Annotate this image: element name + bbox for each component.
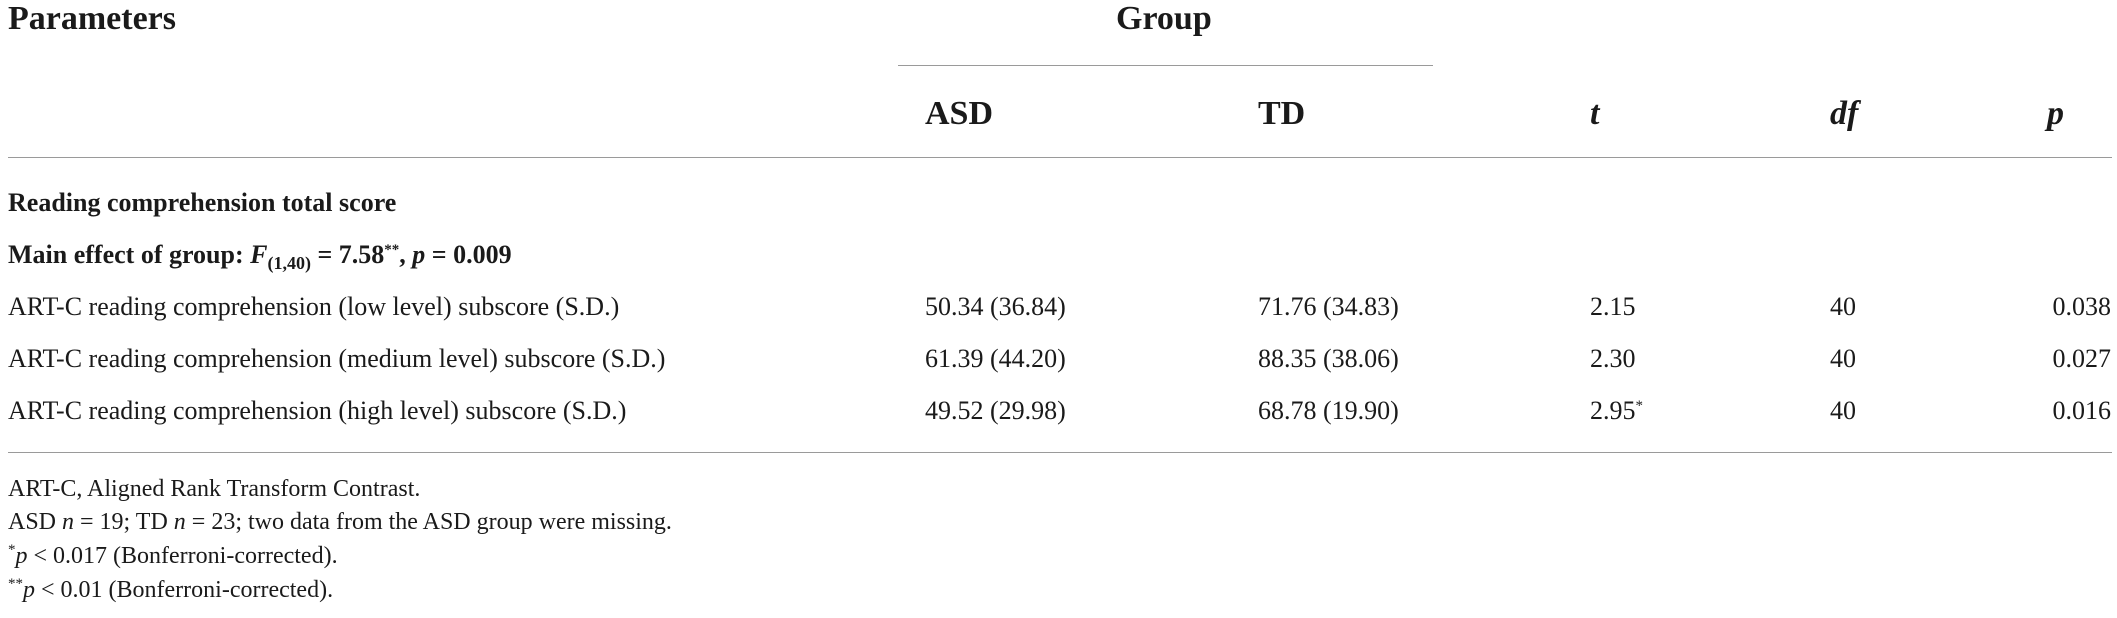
footnote-n2: n [173, 509, 186, 535]
row-3-df: 40 [1830, 396, 1856, 425]
row-3-t: 2.95* [1590, 396, 1643, 426]
group-underline [898, 65, 1433, 66]
footnote-star2-text: < 0.01 (Bonferroni-corrected). [35, 577, 334, 603]
main-effect: Main effect of group: F(1,40) = 7.58**, … [8, 240, 512, 274]
t-header: t [1590, 95, 1600, 132]
row-1-param: ART-C reading comprehension (low level) … [8, 292, 620, 321]
row-2-td: 88.35 (38.06) [1258, 344, 1399, 373]
footnote-abbrev: ART-C, Aligned Rank Transform Contrast. [8, 476, 421, 502]
f-value: = 7.58 [310, 240, 385, 269]
row-2-t-value: 2.30 [1590, 344, 1636, 373]
row-1-td: 71.76 (34.83) [1258, 292, 1399, 321]
row-1-p: 0.038 [2052, 292, 2112, 321]
table-bottom-rule [8, 452, 2112, 453]
td-header: TD [1258, 95, 1306, 132]
row-2-asd: 61.39 (44.20) [925, 344, 1066, 373]
group-header: Group [1116, 0, 1212, 37]
footnote-star2-p: p [23, 577, 35, 603]
header-rule [8, 157, 2112, 158]
row-2-t: 2.30 [1590, 344, 1636, 374]
p-symbol: p [412, 240, 426, 269]
footnote-sample-b: = 19; TD [74, 509, 174, 535]
footnote-sample-c: = 23; two data from the ASD group were m… [185, 509, 672, 535]
row-3-t-mark: * [1635, 398, 1644, 414]
footnote-sample: ASD n = 19; TD n = 23; two data from the… [8, 509, 672, 536]
f-stars: ** [384, 242, 400, 258]
row-3-t-value: 2.95 [1590, 396, 1636, 425]
row-3-asd: 49.52 (29.98) [925, 396, 1066, 425]
footnote-star1-mark: * [8, 542, 16, 558]
footnote-star1-text: < 0.017 (Bonferroni-corrected). [27, 543, 338, 569]
row-2-param: ART-C reading comprehension (medium leve… [8, 344, 666, 373]
row-1-t-value: 2.15 [1590, 292, 1636, 321]
main-effect-label: Main effect of group: [8, 240, 251, 269]
section-title: Reading comprehension total score [8, 188, 397, 217]
f-symbol: F [250, 240, 268, 269]
asd-header: ASD [925, 95, 994, 132]
parameters-header: Parameters [8, 0, 177, 37]
footnote-star2-mark: ** [8, 576, 23, 592]
main-effect-sep: , [399, 240, 413, 269]
footnote-n1: n [62, 509, 75, 535]
f-subscript: (1,40) [267, 253, 311, 273]
row-2-df: 40 [1830, 344, 1856, 373]
p-value: = 0.009 [425, 240, 512, 269]
row-1-df: 40 [1830, 292, 1856, 321]
row-1-t: 2.15 [1590, 292, 1636, 322]
footnote-star1: *p < 0.017 (Bonferroni-corrected). [8, 543, 338, 570]
row-1-asd: 50.34 (36.84) [925, 292, 1066, 321]
row-3-p: 0.016 [2052, 396, 2112, 425]
df-header: df [1830, 95, 1859, 132]
footnote-sample-a: ASD [8, 509, 63, 535]
row-2-p: 0.027 [2052, 344, 2112, 373]
footnote-star2: **p < 0.01 (Bonferroni-corrected). [8, 577, 333, 604]
footnote-star1-p: p [15, 543, 28, 569]
row-3-param: ART-C reading comprehension (high level)… [8, 396, 627, 425]
row-3-td: 68.78 (19.90) [1258, 396, 1399, 425]
p-header: p [2047, 95, 2064, 132]
